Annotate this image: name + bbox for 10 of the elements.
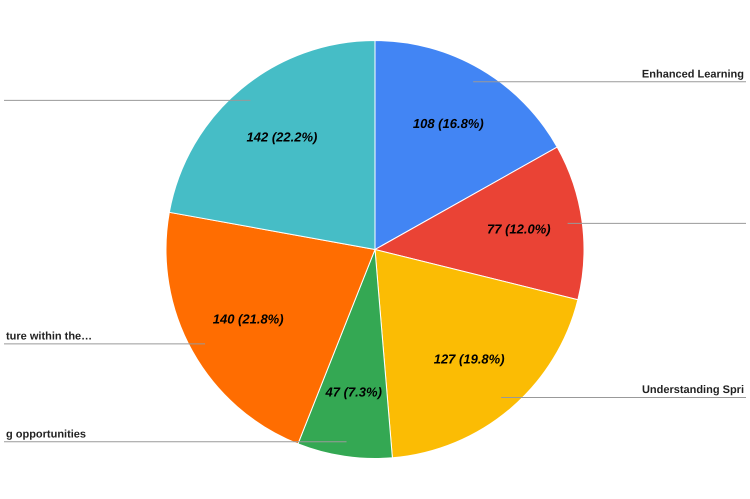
slice-label: ture within the…: [6, 330, 92, 342]
slice-label: Enhanced Learning: [642, 68, 744, 80]
data-label: 77 (12.0%): [487, 222, 551, 237]
slice-label: Understanding Spri: [642, 384, 744, 396]
data-label: 47 (7.3%): [324, 384, 382, 400]
data-label: 142 (22.2%): [246, 130, 318, 145]
data-label: 108 (16.8%): [412, 116, 484, 131]
data-label: 127 (19.8%): [434, 352, 505, 367]
data-label: 140 (21.8%): [212, 312, 284, 327]
slice-label: g opportunities: [6, 428, 86, 440]
